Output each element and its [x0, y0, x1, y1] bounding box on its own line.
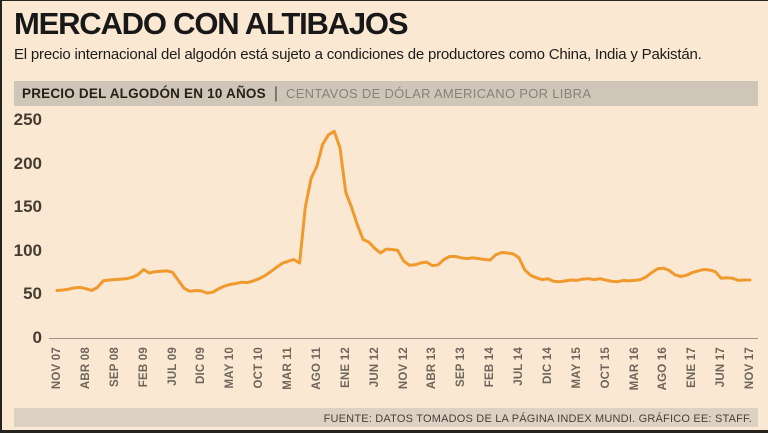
chart-units-label: CENTAVOS DE DÓLAR AMERICANO POR LIBRA — [286, 86, 592, 101]
x-axis-label: ENE 17 — [686, 347, 699, 388]
x-axis-label: SEP 13 — [455, 347, 468, 387]
x-axis-label: DIC 09 — [195, 347, 208, 384]
x-axis-label: MAY 15 — [570, 347, 583, 389]
x-axis-label: NOV 12 — [397, 347, 410, 390]
x-axis-label: MAY 10 — [224, 347, 237, 389]
y-axis-label: 200 — [13, 153, 42, 173]
y-axis-label: 150 — [13, 197, 42, 217]
x-axis-label: FEB 14 — [484, 347, 497, 388]
chart-title: PRECIO DEL ALGODÓN EN 10 AÑOS — [22, 86, 266, 101]
page-title: MERCADO CON ALTIBAJOS — [14, 6, 409, 41]
subtitle: El precio internacional del algodón está… — [14, 46, 702, 63]
y-axis-label: 50 — [23, 284, 42, 304]
separator-bar: | — [273, 84, 278, 102]
x-axis-label: AGO 16 — [657, 347, 670, 391]
x-axis-label: ENE 12 — [339, 347, 352, 388]
y-axis-label: 250 — [13, 110, 42, 129]
source-credit: FUENTE: DATOS TOMADOS DE LA PÁGINA INDEX… — [323, 413, 752, 425]
x-axis-label: JUN 17 — [715, 347, 728, 388]
x-axis-label: JUL 09 — [166, 347, 179, 386]
x-axis-label: JUN 12 — [368, 347, 381, 388]
x-axis-label: SEP 08 — [108, 347, 121, 387]
x-axis-label: OCT 15 — [599, 347, 612, 389]
x-axis-label: FEB 09 — [137, 347, 150, 388]
x-axis-label: AGO 11 — [310, 347, 323, 390]
x-axis-label: ABR 13 — [426, 347, 439, 390]
y-axis-label: 100 — [13, 240, 42, 260]
x-axis-label: MAR 16 — [628, 347, 641, 391]
x-axis-label: DIC 14 — [541, 347, 554, 384]
x-axis-label: NOV 07 — [51, 347, 63, 390]
x-axis-label: MAR 11 — [282, 347, 294, 390]
x-axis-label: JUL 14 — [513, 347, 525, 386]
y-axis-label: 0 — [32, 328, 42, 347]
x-axis-label: OCT 10 — [253, 347, 266, 389]
x-axis-label: NOV 17 — [744, 347, 756, 390]
x-axis-label: ABR 08 — [79, 347, 92, 390]
chart-header-band: PRECIO DEL ALGODÓN EN 10 AÑOS | CENTAVOS… — [14, 81, 758, 106]
footer-band: FUENTE: DATOS TOMADOS DE LA PÁGINA INDEX… — [14, 408, 758, 427]
price-line — [55, 129, 752, 295]
